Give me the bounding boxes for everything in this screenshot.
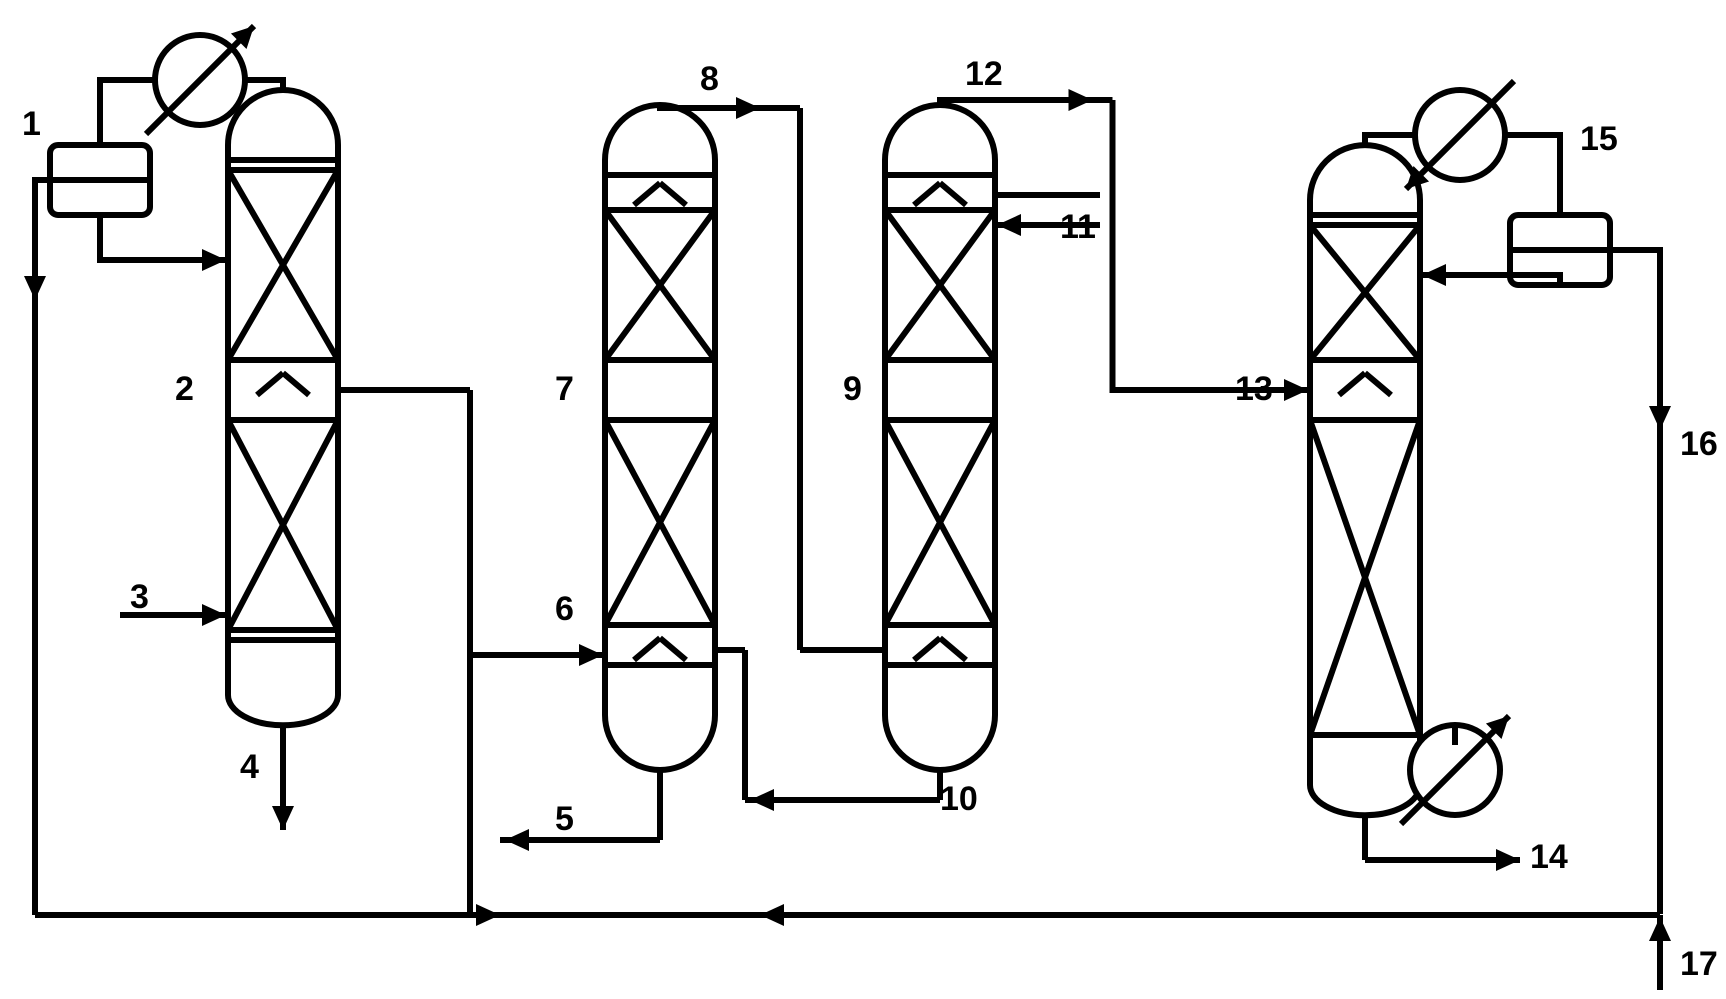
stream-label-2: 2	[175, 370, 194, 408]
stream-label-5: 5	[555, 800, 574, 838]
stream-label-8: 8	[700, 60, 719, 98]
stream-label-11: 11	[1060, 208, 1096, 246]
stream-label-6: 6	[555, 590, 574, 628]
stream-label-10: 10	[940, 780, 978, 818]
stream-label-4: 4	[240, 748, 259, 786]
process-flow-diagram: 1234567891011121314151617	[0, 0, 1726, 999]
stream-label-1: 1	[22, 105, 41, 143]
stream-label-7: 7	[555, 370, 574, 408]
stream-label-17: 17	[1680, 945, 1718, 983]
stream-label-14: 14	[1530, 838, 1568, 876]
stream-label-15: 15	[1580, 120, 1618, 158]
stream-label-16: 16	[1680, 425, 1718, 463]
stream-label-3: 3	[130, 578, 149, 616]
stream-label-9: 9	[843, 370, 862, 408]
stream-label-12: 12	[965, 55, 1003, 93]
stream-label-13: 13	[1235, 370, 1273, 408]
